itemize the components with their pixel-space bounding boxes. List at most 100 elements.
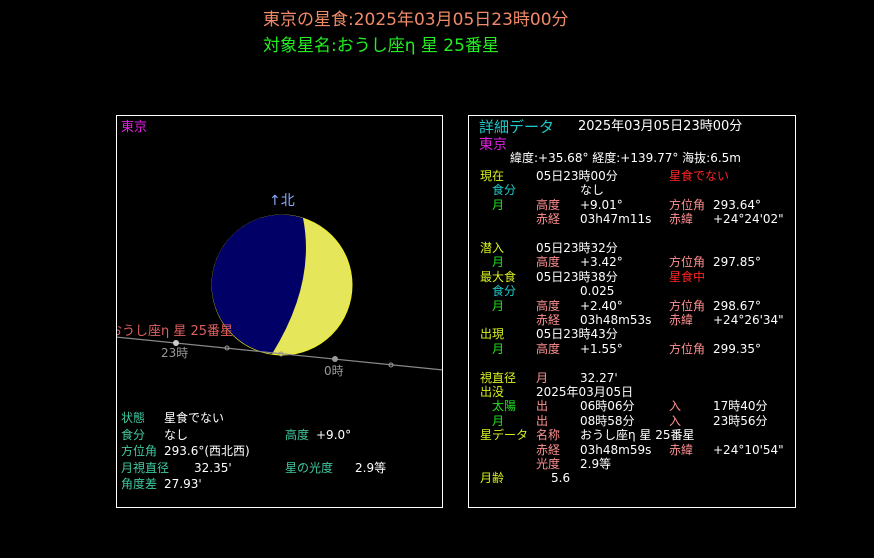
detail-cell: 293.64° — [713, 197, 761, 212]
sky-diagram — [117, 214, 442, 371]
detail-cell: 月 — [492, 413, 505, 428]
detail-cell: +2.40° — [580, 298, 623, 313]
detail-cell: 03h48m53s — [580, 313, 652, 327]
detail-cell: 星データ — [480, 428, 529, 443]
detail-cell: 光度 — [536, 457, 561, 471]
detail-cell: 297.85° — [713, 255, 761, 270]
detail-cell: 赤緯 — [669, 442, 694, 457]
detail-cell: 5.6 — [551, 471, 571, 486]
detail-cell: 高度 — [536, 298, 561, 313]
status-cell: 方位角 — [121, 444, 158, 459]
detail-panel: 詳細データ 2025年03月05日23時00分 東京 緯度:+35.68° 経度… — [468, 115, 796, 508]
detail-cell: 入 — [669, 413, 682, 428]
hour-marker-0 — [332, 356, 338, 362]
detail-cell: 03h47m11s — [580, 212, 652, 227]
detail-cell: 方位角 — [669, 197, 706, 212]
detail-cell: 方位角 — [669, 341, 706, 356]
detail-location: 東京 — [479, 137, 507, 153]
detail-cell: 潜入 — [480, 241, 505, 255]
detail-cell: 名称 — [536, 428, 561, 443]
status-cell: なし — [164, 427, 189, 442]
detail-cell: 2025年03月05日 — [536, 385, 634, 399]
detail-cell: 05日23時38分 — [536, 269, 618, 284]
detail-cell: 出 — [536, 413, 549, 428]
detail-cell: 入 — [669, 399, 682, 414]
detail-cell: 05日23時32分 — [536, 241, 618, 255]
detail-coords: 緯度:+35.68° 経度:+139.77° 海抜:6.5m — [510, 151, 741, 165]
detail-cell: +9.01° — [580, 197, 623, 212]
hour-label-23: 23時 — [161, 346, 189, 360]
detail-cell: 23時56分 — [713, 413, 768, 428]
sky-view-panel: 東京 ↑北 おうし座η 星 25番星 23時 0時 状態 星食でない 食分 なし 高度 +… — [116, 115, 443, 508]
detail-cell: 出 — [536, 399, 549, 414]
status-cell: 状態 — [121, 411, 146, 425]
detail-cell: 32.27' — [580, 370, 618, 385]
path-tick — [388, 362, 394, 368]
detail-cell: 高度 — [536, 341, 561, 356]
status-cell: 星の光度 — [285, 460, 334, 475]
moon-dark-part — [211, 214, 306, 354]
status-cell: 星食でない — [164, 411, 225, 425]
status-cell: 27.93' — [164, 477, 202, 492]
target-star-title: 対象星名:おうし座η 星 25番星 — [263, 36, 499, 56]
detail-cell: 方位角 — [669, 298, 706, 313]
detail-cell: 月齢 — [480, 471, 505, 486]
detail-datetime: 2025年03月05日23時00分 — [578, 119, 743, 134]
detail-cell: 05日23時43分 — [536, 327, 618, 342]
detail-cell: 出没 — [480, 385, 505, 399]
hour-label-0: 0時 — [324, 364, 344, 378]
detail-cell: 06時06分 — [580, 399, 635, 414]
detail-cell: 0.025 — [580, 284, 615, 299]
detail-cell: 月 — [492, 298, 505, 313]
detail-cell: +3.42° — [580, 255, 623, 270]
detail-cell: 視直径 — [480, 370, 517, 385]
moon — [211, 214, 353, 356]
detail-cell: おうし座η 星 25番星 — [580, 428, 695, 443]
star-label: おうし座η 星 25番星 — [116, 324, 234, 339]
status-cell: 32.35' — [194, 460, 232, 475]
detail-cell: 赤緯 — [669, 313, 694, 327]
status-cell: 月視直径 — [121, 460, 170, 475]
detail-cell: 高度 — [536, 197, 561, 212]
detail-cell: 月 — [492, 341, 505, 356]
detail-cell: 方位角 — [669, 255, 706, 270]
detail-title: 詳細データ — [479, 118, 555, 136]
detail-cell: 赤緯 — [669, 212, 694, 227]
detail-cell: +1.55° — [580, 341, 623, 356]
north-indicator: ↑北 — [269, 193, 295, 209]
detail-cell: 太陽 — [492, 399, 517, 414]
location-label: 東京 — [121, 120, 148, 135]
detail-cell: 03h48m59s — [580, 442, 652, 457]
status-cell: +9.0° — [316, 427, 352, 442]
detail-cell: 05日23時00分 — [536, 169, 618, 183]
detail-cell: 現在 — [480, 169, 505, 183]
detail-cell: 08時58分 — [580, 413, 635, 428]
detail-cell: 出現 — [480, 327, 505, 342]
detail-cell: 299.35° — [713, 341, 761, 356]
detail-cell: 星食でない — [669, 169, 730, 183]
detail-cell: 食分 — [492, 183, 517, 198]
detail-cell: 星食中 — [669, 269, 706, 284]
detail-cell: 赤経 — [536, 313, 561, 327]
star-marker — [278, 351, 284, 357]
detail-cell: 2.9等 — [580, 457, 612, 471]
detail-cell: +24°10'54" — [713, 442, 784, 457]
detail-cell: +24°26'34" — [713, 313, 784, 327]
page-title: 東京の星食:2025年03月05日23時00分 — [263, 10, 569, 30]
detail-cell: 月 — [492, 255, 505, 270]
path-tick — [224, 345, 230, 351]
detail-cell: 高度 — [536, 255, 561, 270]
hour-marker-23 — [173, 340, 179, 346]
detail-cell: 食分 — [492, 284, 517, 299]
status-cell: 2.9等 — [355, 460, 387, 475]
detail-cell: なし — [580, 183, 605, 198]
detail-cell: 月 — [536, 370, 549, 385]
detail-cell: 赤経 — [536, 212, 561, 227]
detail-cell: 最大食 — [480, 269, 517, 284]
status-cell: 293.6°(西北西) — [164, 444, 250, 459]
detail-cell: 赤経 — [536, 442, 561, 457]
detail-cell: 17時40分 — [713, 399, 768, 414]
status-cell: 高度 — [285, 427, 310, 442]
detail-cell: +24°24'02" — [713, 212, 784, 227]
detail-cell: 月 — [492, 197, 505, 212]
